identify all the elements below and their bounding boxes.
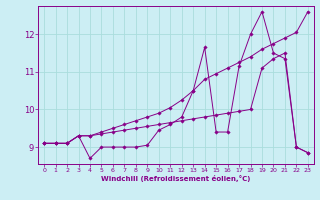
X-axis label: Windchill (Refroidissement éolien,°C): Windchill (Refroidissement éolien,°C) (101, 175, 251, 182)
